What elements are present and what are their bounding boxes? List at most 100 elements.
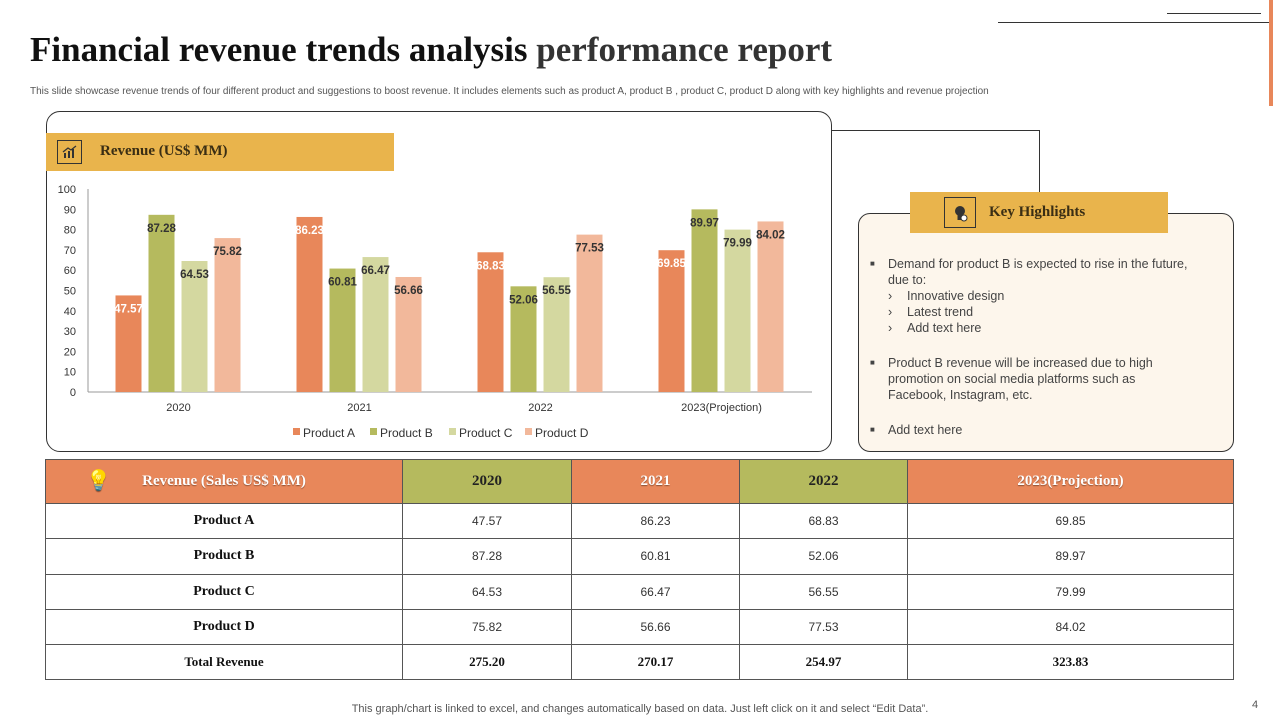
data-label: 56.66 [394,285,423,297]
table-row: Product B 87.28 60.81 52.06 89.97 [45,538,1234,575]
data-label: 68.83 [476,260,505,272]
table-row: Total Revenue 275.20 270.17 254.97 323.83 [45,644,1234,681]
highlight-text: Demand for product B is expected to rise… [888,257,1188,287]
table-cell: 47.57 [402,502,572,540]
legend-swatch [370,428,377,435]
x-tick-label: 2020 [166,402,190,414]
title-main: Financial revenue trends analysis [30,30,528,69]
bar [214,238,241,392]
x-tick-label: 2022 [528,402,552,414]
chart-panel [46,111,832,452]
bar [543,277,570,392]
table-cell: 254.97 [739,644,908,681]
chart-header [46,133,394,171]
sub-item: › Latest trend [888,305,974,319]
y-tick-label: 50 [64,286,76,298]
bar [510,286,537,392]
table-cell: 56.66 [571,608,740,646]
x-tick-label: 2021 [347,402,371,414]
bar [757,221,784,392]
y-tick-label: 20 [64,346,76,358]
data-label: 66.47 [361,265,390,277]
row-label: Product C [45,573,403,610]
highlight-item: ■ Demand for product B is expected to ris… [870,256,1215,288]
table-cell: 86.23 [571,502,740,540]
y-tick-label: 30 [64,326,76,338]
bar [724,229,751,392]
bar [395,276,422,392]
data-label: 56.55 [542,285,571,297]
bar [658,250,685,392]
x-tick-label: 2023(Projection) [681,402,762,414]
data-label: 60.81 [328,277,357,289]
table-cell: 64.53 [402,573,572,610]
bar [362,257,389,392]
page-title: Financial revenue trends analysis perfor… [30,30,832,70]
sub-item-text: Latest trend [907,305,974,319]
table-cell: 87.28 [402,538,572,575]
y-tick-label: 0 [70,387,76,399]
legend-label: Product A [303,426,355,440]
y-tick-label: 70 [64,245,76,257]
y-tick-label: 80 [64,225,76,237]
row-label: Product D [45,608,403,646]
table-header-cell: 2021 [571,459,740,504]
data-label: 75.82 [213,246,242,258]
bar [329,268,356,392]
data-label: 69.85 [657,258,686,270]
header-text: Revenue (Sales US$ MM) [142,473,306,489]
legend-swatch [525,428,532,435]
table-row: Product C 64.53 66.47 56.55 79.99 [45,573,1234,610]
table-cell: 270.17 [571,644,740,681]
deco-accent-bar [1269,0,1273,106]
legend-swatch [449,428,456,435]
table-row: Product A 47.57 86.23 68.83 69.85 [45,502,1234,540]
bar [148,214,175,392]
bar [691,209,718,392]
bar [576,234,603,392]
chart-title: Revenue (US$ MM) [100,143,228,159]
sub-item-text: Add text here [907,321,982,335]
sub-item-text: Innovative design [907,289,1005,303]
revenue-table: 💡 Revenue (Sales US$ MM) 2020 2021 2022 2… [45,459,1234,681]
data-label: 47.57 [114,303,143,315]
bar [296,216,323,392]
page-number: 4 [1252,699,1259,711]
table-cell: 77.53 [739,608,908,646]
highlight-text: Product B revenue will be increased due … [888,356,1153,402]
table-cell: 79.99 [907,573,1234,610]
highlights-header [910,192,1168,233]
table-cell: 275.20 [402,644,572,681]
bar [115,295,142,392]
legend-label: Product C [459,426,513,440]
y-tick-label: 100 [58,184,76,196]
highlights-title: Key Highlights [989,204,1086,220]
row-label: Product B [45,538,403,575]
row-label: Product A [45,502,403,540]
table-header-row: 💡 Revenue (Sales US$ MM) 2020 2021 2022 2… [45,459,1234,504]
table-header-cell: 💡 Revenue (Sales US$ MM) [45,459,403,504]
table-header-cell: 2022 [739,459,908,504]
highlight-text: Add text here [888,423,963,437]
table-cell: 52.06 [739,538,908,575]
data-label: 77.53 [575,243,604,255]
table-cell: 56.55 [739,573,908,610]
data-label: 84.02 [756,229,785,241]
sub-item: › Innovative design [888,289,1005,303]
data-label: 52.06 [509,294,538,306]
highlight-item: ■ Add text here [870,423,963,437]
data-label: 89.97 [690,217,719,229]
lightbulb-gear-icon [944,197,976,228]
deco-line-top [1167,13,1261,14]
row-label: Total Revenue [45,644,403,681]
table-cell: 60.81 [571,538,740,575]
data-label: 87.28 [147,223,176,235]
sub-item: › Add text here [888,321,982,335]
lightbulb-gear-icon: 💡 [86,470,111,492]
table-cell: 68.83 [739,502,908,540]
y-tick-label: 60 [64,265,76,277]
bar [181,261,208,392]
table-row: Product D 75.82 56.66 77.53 84.02 [45,608,1234,646]
chart-growth-icon [57,140,82,164]
sub-list: › Innovative design › Latest trend › Add te… [870,288,1215,336]
